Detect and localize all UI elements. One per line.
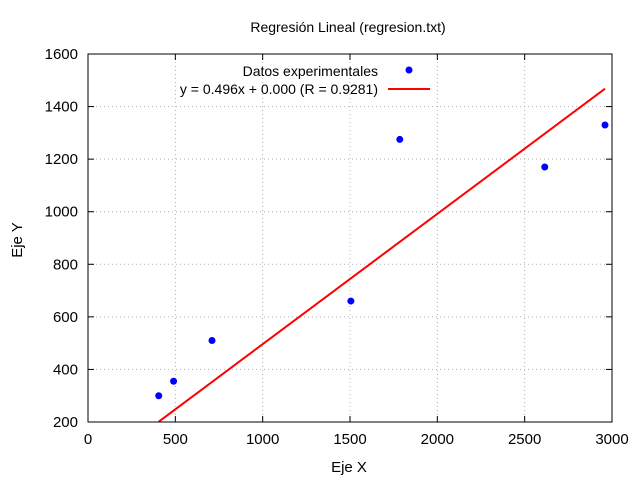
data-points-layer [155,121,609,400]
x-tick-label: 3000 [595,431,628,448]
data-point [541,163,549,171]
x-tick-label: 1500 [333,431,366,448]
x-tick-label: 2000 [421,431,454,448]
data-point [601,121,609,129]
legend: Datos experimentales y = 0.496x + 0.000 … [180,63,430,97]
data-point [208,337,216,345]
chart-title: Regresión Lineal (regresion.txt) [250,19,445,35]
data-point [155,392,163,400]
x-tick-label: 1000 [246,431,279,448]
data-point [170,377,178,385]
y-tick-label: 1000 [45,204,78,221]
y-tick-label: 1400 [45,99,78,116]
axis-ticks: 0 500 1000 1500 2000 2500 3000 200 400 600 800 1000… [45,46,629,448]
grid-lines [88,54,612,422]
legend-label-points: Datos experimentales [243,63,378,79]
x-tick-label: 500 [163,431,188,448]
x-axis-title: Eje X [331,459,367,476]
y-axis-title: Eje Y [9,222,26,258]
data-point [396,135,404,143]
legend-marker-points [405,66,413,74]
y-tick-label: 600 [53,309,78,326]
x-tick-label: 0 [84,431,92,448]
data-point [347,297,355,305]
y-tick-label: 800 [53,256,78,273]
y-tick-label: 400 [53,361,78,378]
legend-label-fit-line: y = 0.496x + 0.000 (R = 0.9281) [180,81,378,97]
y-tick-label: 1200 [45,151,78,168]
regression-line [158,87,606,423]
fit-line-layer [158,87,606,423]
y-tick-label: 200 [53,414,78,431]
x-tick-label: 2500 [508,431,541,448]
y-tick-label: 1600 [45,46,78,63]
